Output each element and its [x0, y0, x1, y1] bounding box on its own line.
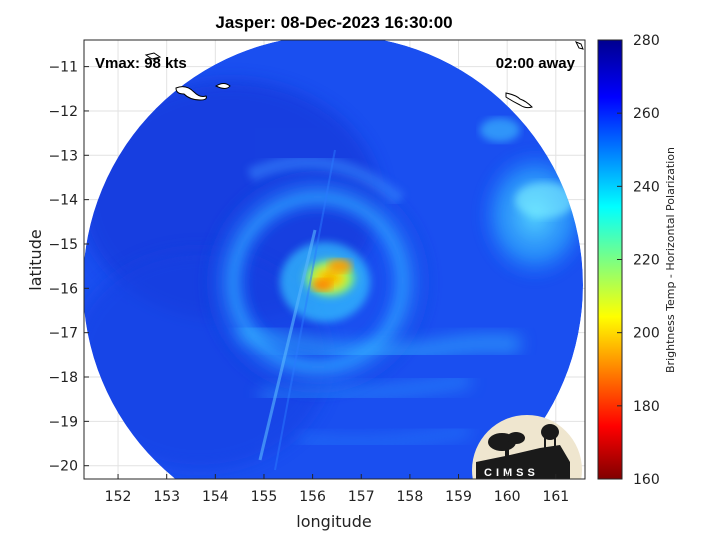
colorbar-tick-label: 160 [633, 472, 660, 488]
y-tick-label: −20 [48, 459, 78, 475]
brightness-temp-swath [84, 40, 583, 479]
plot-area: CIMSS Vmax: 98 kts 02:00 away [84, 40, 585, 479]
colorbar-tick-label: 240 [633, 179, 660, 195]
x-tick-label: 152 [105, 489, 132, 505]
vmax-annotation: Vmax: 98 kts [95, 55, 187, 72]
x-tick-label: 154 [202, 489, 229, 505]
y-tick-label: −12 [48, 104, 78, 120]
x-tick-label: 161 [542, 489, 569, 505]
y-tick-label: −18 [48, 370, 78, 386]
x-tick-label: 160 [494, 489, 521, 505]
colorbar-tick-label: 280 [633, 33, 660, 49]
satellite-dish-icon [488, 432, 525, 458]
x-axis-label: longitude [296, 512, 371, 531]
colorbar-tick-label: 200 [633, 326, 660, 342]
y-tick-label: −17 [48, 326, 78, 342]
x-tick-label: 158 [397, 489, 424, 505]
coastline [144, 41, 584, 109]
y-tick-label: −16 [48, 281, 78, 297]
x-tick-label: 153 [153, 489, 180, 505]
x-tick-label: 156 [299, 489, 326, 505]
chart-title: Jasper: 08-Dec-2023 16:30:00 [215, 13, 452, 32]
colorbar-tick-labels: 280 260 240 220 200 180 160 [617, 33, 660, 488]
x-tick-label: 159 [445, 489, 472, 505]
cimss-logo: CIMSS [472, 415, 582, 479]
y-tick-label: −19 [48, 414, 78, 430]
y-tick-label: −14 [48, 193, 78, 209]
y-tick-labels: −11 −12 −13 −14 −15 −16 −17 −18 −19 −20 [48, 60, 89, 475]
x-tick-label: 157 [348, 489, 375, 505]
colorbar-label: Brightness Temp - Horizontal Polarizatio… [664, 147, 677, 373]
colorbar-tick-label: 180 [633, 399, 660, 415]
y-tick-label: −13 [48, 148, 78, 164]
colorbar-tick-label: 260 [633, 106, 660, 122]
x-tick-label: 155 [251, 489, 278, 505]
y-tick-label: −11 [48, 60, 78, 76]
time-away-annotation: 02:00 away [496, 55, 576, 72]
colorbar-tick-label: 220 [633, 253, 660, 269]
x-tick-labels: 152 153 154 155 156 157 158 159 160 161 [105, 474, 569, 505]
colorbar: 280 260 240 220 200 180 160 Brightness Temp - … [597, 33, 677, 488]
axes-frame [83, 39, 586, 480]
cimss-logo-text: CIMSS [484, 467, 539, 479]
y-tick-label: −15 [48, 237, 78, 253]
water-tower-icon [541, 424, 559, 458]
y-axis-label: latitude [26, 229, 45, 290]
